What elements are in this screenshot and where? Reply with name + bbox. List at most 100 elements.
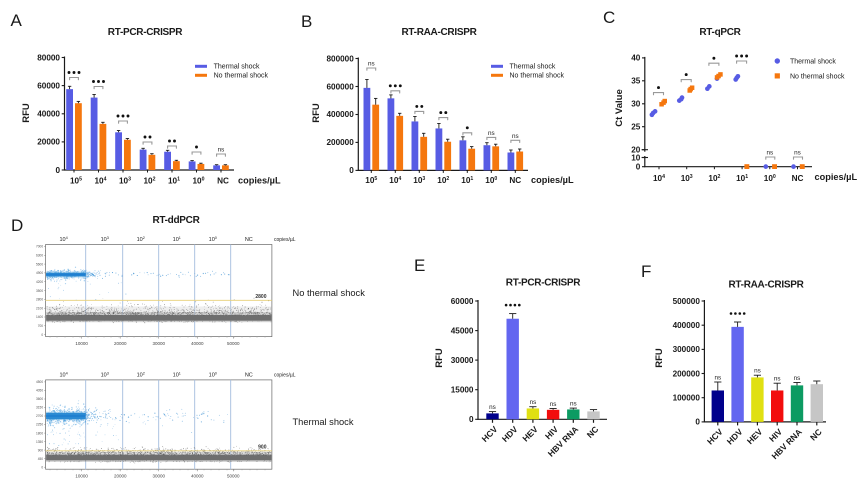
svg-text:104: 104 — [653, 174, 665, 183]
svg-text:101: 101 — [736, 174, 748, 183]
svg-text:600000: 600000 — [326, 82, 354, 91]
svg-text:450: 450 — [38, 457, 44, 461]
svg-text:ns: ns — [488, 130, 495, 137]
svg-text:ns: ns — [766, 150, 773, 157]
svg-text:Thermal shock: Thermal shock — [293, 417, 354, 427]
svg-text:3600: 3600 — [36, 397, 43, 401]
svg-text:105: 105 — [70, 177, 82, 186]
svg-text:30000: 30000 — [152, 474, 165, 479]
svg-text:RFU: RFU — [311, 103, 322, 123]
svg-text:10000: 10000 — [75, 474, 88, 479]
svg-text:7000: 7000 — [36, 245, 43, 249]
svg-text:500000: 500000 — [673, 297, 701, 306]
svg-text:100000: 100000 — [673, 394, 701, 403]
svg-text:10000: 10000 — [75, 341, 88, 346]
svg-text:103: 103 — [119, 177, 131, 186]
svg-text:ns: ns — [570, 401, 577, 408]
svg-text:101: 101 — [461, 176, 473, 185]
svg-text:1800: 1800 — [36, 431, 43, 435]
svg-text:1400: 1400 — [36, 315, 43, 319]
svg-text:RT-ddPCR: RT-ddPCR — [152, 215, 200, 226]
svg-text:Ct Value: Ct Value — [614, 89, 625, 127]
svg-text:0: 0 — [349, 166, 354, 175]
svg-text:102: 102 — [708, 174, 720, 183]
svg-text:35: 35 — [631, 77, 641, 86]
svg-text:5600: 5600 — [36, 262, 43, 266]
svg-text:104: 104 — [59, 236, 67, 243]
svg-text:0: 0 — [41, 465, 43, 469]
svg-text:NC: NC — [217, 177, 229, 186]
svg-text:ns: ns — [368, 61, 375, 68]
svg-text:copies/µL: copies/µL — [815, 172, 858, 182]
svg-text:104: 104 — [59, 372, 67, 379]
svg-text:D: D — [11, 216, 23, 235]
svg-text:RFU: RFU — [434, 348, 445, 368]
svg-text:RT-PCR-CRISPR: RT-PCR-CRISPR — [506, 278, 582, 289]
svg-text:C: C — [603, 8, 615, 27]
svg-text:100: 100 — [209, 372, 217, 379]
svg-text:1350: 1350 — [36, 440, 43, 444]
svg-text:NC: NC — [509, 176, 521, 185]
svg-text:2100: 2100 — [36, 306, 43, 310]
svg-text:No thermal shock: No thermal shock — [214, 72, 269, 79]
svg-text:80000: 80000 — [37, 53, 60, 62]
svg-text:2800: 2800 — [36, 298, 43, 302]
svg-text:copies/µL: copies/µL — [274, 237, 296, 243]
svg-text:105: 105 — [365, 176, 377, 185]
svg-text:400000: 400000 — [326, 110, 354, 119]
svg-text:4200: 4200 — [36, 280, 43, 284]
svg-text:ns: ns — [754, 368, 761, 375]
svg-text:E: E — [414, 256, 425, 275]
svg-text:900: 900 — [38, 448, 44, 452]
svg-text:20000: 20000 — [114, 474, 127, 479]
svg-text:0: 0 — [695, 418, 700, 427]
svg-text:103: 103 — [413, 176, 425, 185]
svg-text:60000: 60000 — [451, 297, 474, 306]
svg-text:50000: 50000 — [227, 474, 240, 479]
svg-text:20: 20 — [631, 146, 641, 155]
svg-text:copies/µL: copies/µL — [274, 372, 296, 378]
svg-text:0: 0 — [41, 333, 43, 337]
svg-text:40000: 40000 — [191, 474, 204, 479]
svg-text:RT-RAA-CRISPR: RT-RAA-CRISPR — [729, 280, 805, 291]
svg-text:ns: ns — [794, 375, 801, 382]
svg-text:30000: 30000 — [152, 341, 165, 346]
svg-text:103: 103 — [101, 236, 109, 243]
svg-text:2800: 2800 — [255, 294, 266, 300]
svg-text:100: 100 — [193, 177, 205, 186]
svg-text:101: 101 — [168, 177, 180, 186]
svg-text:30000: 30000 — [451, 356, 474, 365]
svg-text:40000: 40000 — [37, 110, 60, 119]
svg-text:ns: ns — [530, 399, 537, 406]
svg-text:102: 102 — [144, 177, 156, 186]
svg-text:ns: ns — [774, 376, 781, 383]
svg-text:102: 102 — [437, 176, 449, 185]
svg-text:NC: NC — [792, 174, 804, 183]
svg-text:50000: 50000 — [227, 341, 240, 346]
svg-text:103: 103 — [681, 174, 693, 183]
svg-text:40: 40 — [631, 54, 641, 63]
svg-text:800000: 800000 — [326, 54, 354, 63]
svg-text:10: 10 — [631, 153, 641, 162]
svg-text:102: 102 — [137, 236, 145, 243]
svg-text:NC: NC — [245, 372, 253, 378]
svg-text:102: 102 — [137, 372, 145, 379]
svg-text:ns: ns — [714, 375, 721, 382]
svg-text:20000: 20000 — [114, 341, 127, 346]
svg-text:20000: 20000 — [37, 138, 60, 147]
svg-text:100: 100 — [485, 176, 497, 185]
svg-text:Thermal shock: Thermal shock — [790, 59, 836, 66]
svg-text:F: F — [641, 262, 651, 281]
svg-text:ns: ns — [794, 150, 801, 157]
svg-text:ns: ns — [218, 147, 225, 154]
svg-text:60000: 60000 — [37, 81, 60, 90]
svg-text:104: 104 — [95, 177, 107, 186]
svg-text:6300: 6300 — [36, 254, 43, 258]
svg-text:700: 700 — [38, 324, 44, 328]
svg-text:copies/µL: copies/µL — [238, 176, 281, 186]
svg-text:200000: 200000 — [326, 138, 354, 147]
svg-text:0: 0 — [636, 163, 641, 172]
svg-text:RT-RAA-CRISPR: RT-RAA-CRISPR — [402, 27, 478, 38]
svg-text:ns: ns — [512, 133, 519, 140]
svg-text:45000: 45000 — [451, 326, 474, 335]
